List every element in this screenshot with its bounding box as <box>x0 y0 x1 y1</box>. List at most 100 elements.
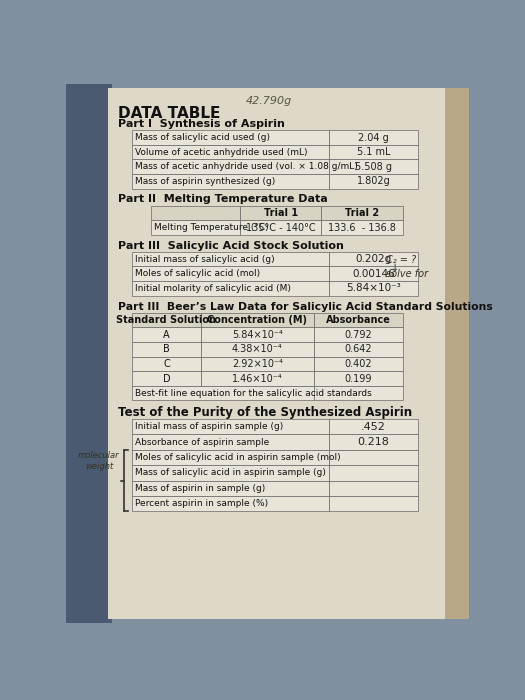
Bar <box>131 145 329 160</box>
Text: molecular
weight: molecular weight <box>78 452 120 471</box>
Bar <box>131 160 329 174</box>
Bar <box>131 386 313 400</box>
Bar <box>240 220 321 235</box>
Bar <box>131 450 329 466</box>
Bar <box>313 313 403 328</box>
Bar <box>329 145 418 160</box>
Bar <box>131 419 329 434</box>
Text: B: B <box>163 344 170 354</box>
Text: 4.38×10⁻⁴: 4.38×10⁻⁴ <box>232 344 283 354</box>
Text: C₂ = ?: C₂ = ? <box>386 255 416 265</box>
Text: Absorbance: Absorbance <box>326 315 391 325</box>
Bar <box>131 371 201 386</box>
Text: Trial 2: Trial 2 <box>345 208 379 218</box>
Bar <box>313 328 403 342</box>
Bar <box>321 220 403 235</box>
Text: D: D <box>163 374 170 384</box>
Text: .452: .452 <box>361 421 386 432</box>
Text: 1.46×10⁻⁴: 1.46×10⁻⁴ <box>232 374 283 384</box>
Polygon shape <box>66 84 112 623</box>
Text: ↓: ↓ <box>391 262 399 272</box>
Bar <box>131 342 201 356</box>
Text: 2.04 g: 2.04 g <box>358 132 389 143</box>
Text: Percent aspirin in sample (%): Percent aspirin in sample (%) <box>134 499 268 508</box>
Text: 135°C - 140°C: 135°C - 140°C <box>246 223 316 232</box>
Text: 5.1 mL: 5.1 mL <box>357 147 391 157</box>
Text: Part III  Beer’s Law Data for Salicylic Acid Standard Solutions: Part III Beer’s Law Data for Salicylic A… <box>118 302 493 312</box>
Bar <box>329 480 418 496</box>
Text: 0.792: 0.792 <box>344 330 372 340</box>
Bar <box>201 356 313 371</box>
Text: Mass of salicylic acid in aspirin sample (g): Mass of salicylic acid in aspirin sample… <box>134 468 326 477</box>
Bar <box>313 371 403 386</box>
Bar <box>201 371 313 386</box>
Bar <box>131 496 329 511</box>
Text: Mass of acetic anhydride used (vol. × 1.08 g/mL): Mass of acetic anhydride used (vol. × 1.… <box>134 162 358 172</box>
Text: 2.92×10⁻⁴: 2.92×10⁻⁴ <box>232 359 283 369</box>
Bar <box>329 160 418 174</box>
Bar <box>131 130 329 145</box>
Bar <box>131 434 329 450</box>
Bar <box>240 206 321 220</box>
Bar <box>329 174 418 189</box>
Bar <box>329 496 418 511</box>
Text: 0.202g: 0.202g <box>355 254 392 264</box>
Text: Initial molarity of salicylic acid (M): Initial molarity of salicylic acid (M) <box>134 284 290 293</box>
Text: DATA TABLE: DATA TABLE <box>118 106 220 121</box>
Bar <box>445 88 469 620</box>
Bar <box>131 466 329 481</box>
Bar <box>201 313 313 328</box>
Text: Standard Solution: Standard Solution <box>117 315 216 325</box>
Bar <box>201 342 313 356</box>
Bar <box>329 130 418 145</box>
Text: A: A <box>163 330 170 340</box>
Text: Best-fit line equation for the salicylic acid standards: Best-fit line equation for the salicylic… <box>134 389 371 398</box>
Text: Mass of aspirin in sample (g): Mass of aspirin in sample (g) <box>134 484 265 493</box>
Text: Initial mass of salicylic acid (g): Initial mass of salicylic acid (g) <box>134 255 274 264</box>
Bar <box>131 480 329 496</box>
Text: Mass of aspirin synthesized (g): Mass of aspirin synthesized (g) <box>134 177 275 186</box>
Text: Volume of acetic anhydride used (mL): Volume of acetic anhydride used (mL) <box>134 148 307 157</box>
Text: Mass of salicylic acid used (g): Mass of salicylic acid used (g) <box>134 133 270 142</box>
Bar <box>321 206 403 220</box>
Text: Moles of salicylic acid (mol): Moles of salicylic acid (mol) <box>134 270 260 279</box>
Bar <box>329 267 418 281</box>
Text: Initial mass of aspirin sample (g): Initial mass of aspirin sample (g) <box>134 422 283 431</box>
Text: Part II  Melting Temperature Data: Part II Melting Temperature Data <box>118 195 328 204</box>
Text: 0.642: 0.642 <box>344 344 372 354</box>
Text: 0.402: 0.402 <box>344 359 372 369</box>
Text: C: C <box>163 359 170 369</box>
Text: 42.790g: 42.790g <box>246 96 292 106</box>
Text: Concentration (M): Concentration (M) <box>207 315 308 325</box>
Bar <box>151 220 240 235</box>
Text: Test of the Purity of the Synthesized Aspirin: Test of the Purity of the Synthesized As… <box>118 406 413 419</box>
Bar <box>131 328 201 342</box>
Bar <box>329 281 418 295</box>
Text: 5.508 g: 5.508 g <box>355 162 392 172</box>
Bar <box>329 450 418 466</box>
Text: 0.218: 0.218 <box>358 437 390 447</box>
Bar <box>131 267 329 281</box>
Text: 133.6  - 136.8: 133.6 - 136.8 <box>328 223 396 232</box>
Bar <box>131 356 201 371</box>
Bar <box>329 466 418 481</box>
Text: 0.00146: 0.00146 <box>352 269 395 279</box>
Bar <box>131 313 201 328</box>
Text: solve for: solve for <box>386 269 428 279</box>
Bar <box>313 342 403 356</box>
Bar <box>201 328 313 342</box>
Text: 1.802g: 1.802g <box>357 176 391 186</box>
Text: Trial 1: Trial 1 <box>264 208 298 218</box>
Text: Part III  Salicylic Acid Stock Solution: Part III Salicylic Acid Stock Solution <box>118 241 344 251</box>
Text: 0.199: 0.199 <box>344 374 372 384</box>
Bar <box>329 252 418 267</box>
Bar <box>329 434 418 450</box>
Text: Moles of salicylic acid in aspirin sample (mol): Moles of salicylic acid in aspirin sampl… <box>134 453 340 462</box>
Text: Part I  Synthesis of Aspirin: Part I Synthesis of Aspirin <box>118 119 285 129</box>
Bar <box>131 252 329 267</box>
Bar <box>313 356 403 371</box>
Text: 5.84×10⁻³: 5.84×10⁻³ <box>346 284 401 293</box>
Bar <box>131 174 329 189</box>
Bar <box>131 281 329 295</box>
Text: Absorbance of aspirin sample: Absorbance of aspirin sample <box>134 438 269 447</box>
